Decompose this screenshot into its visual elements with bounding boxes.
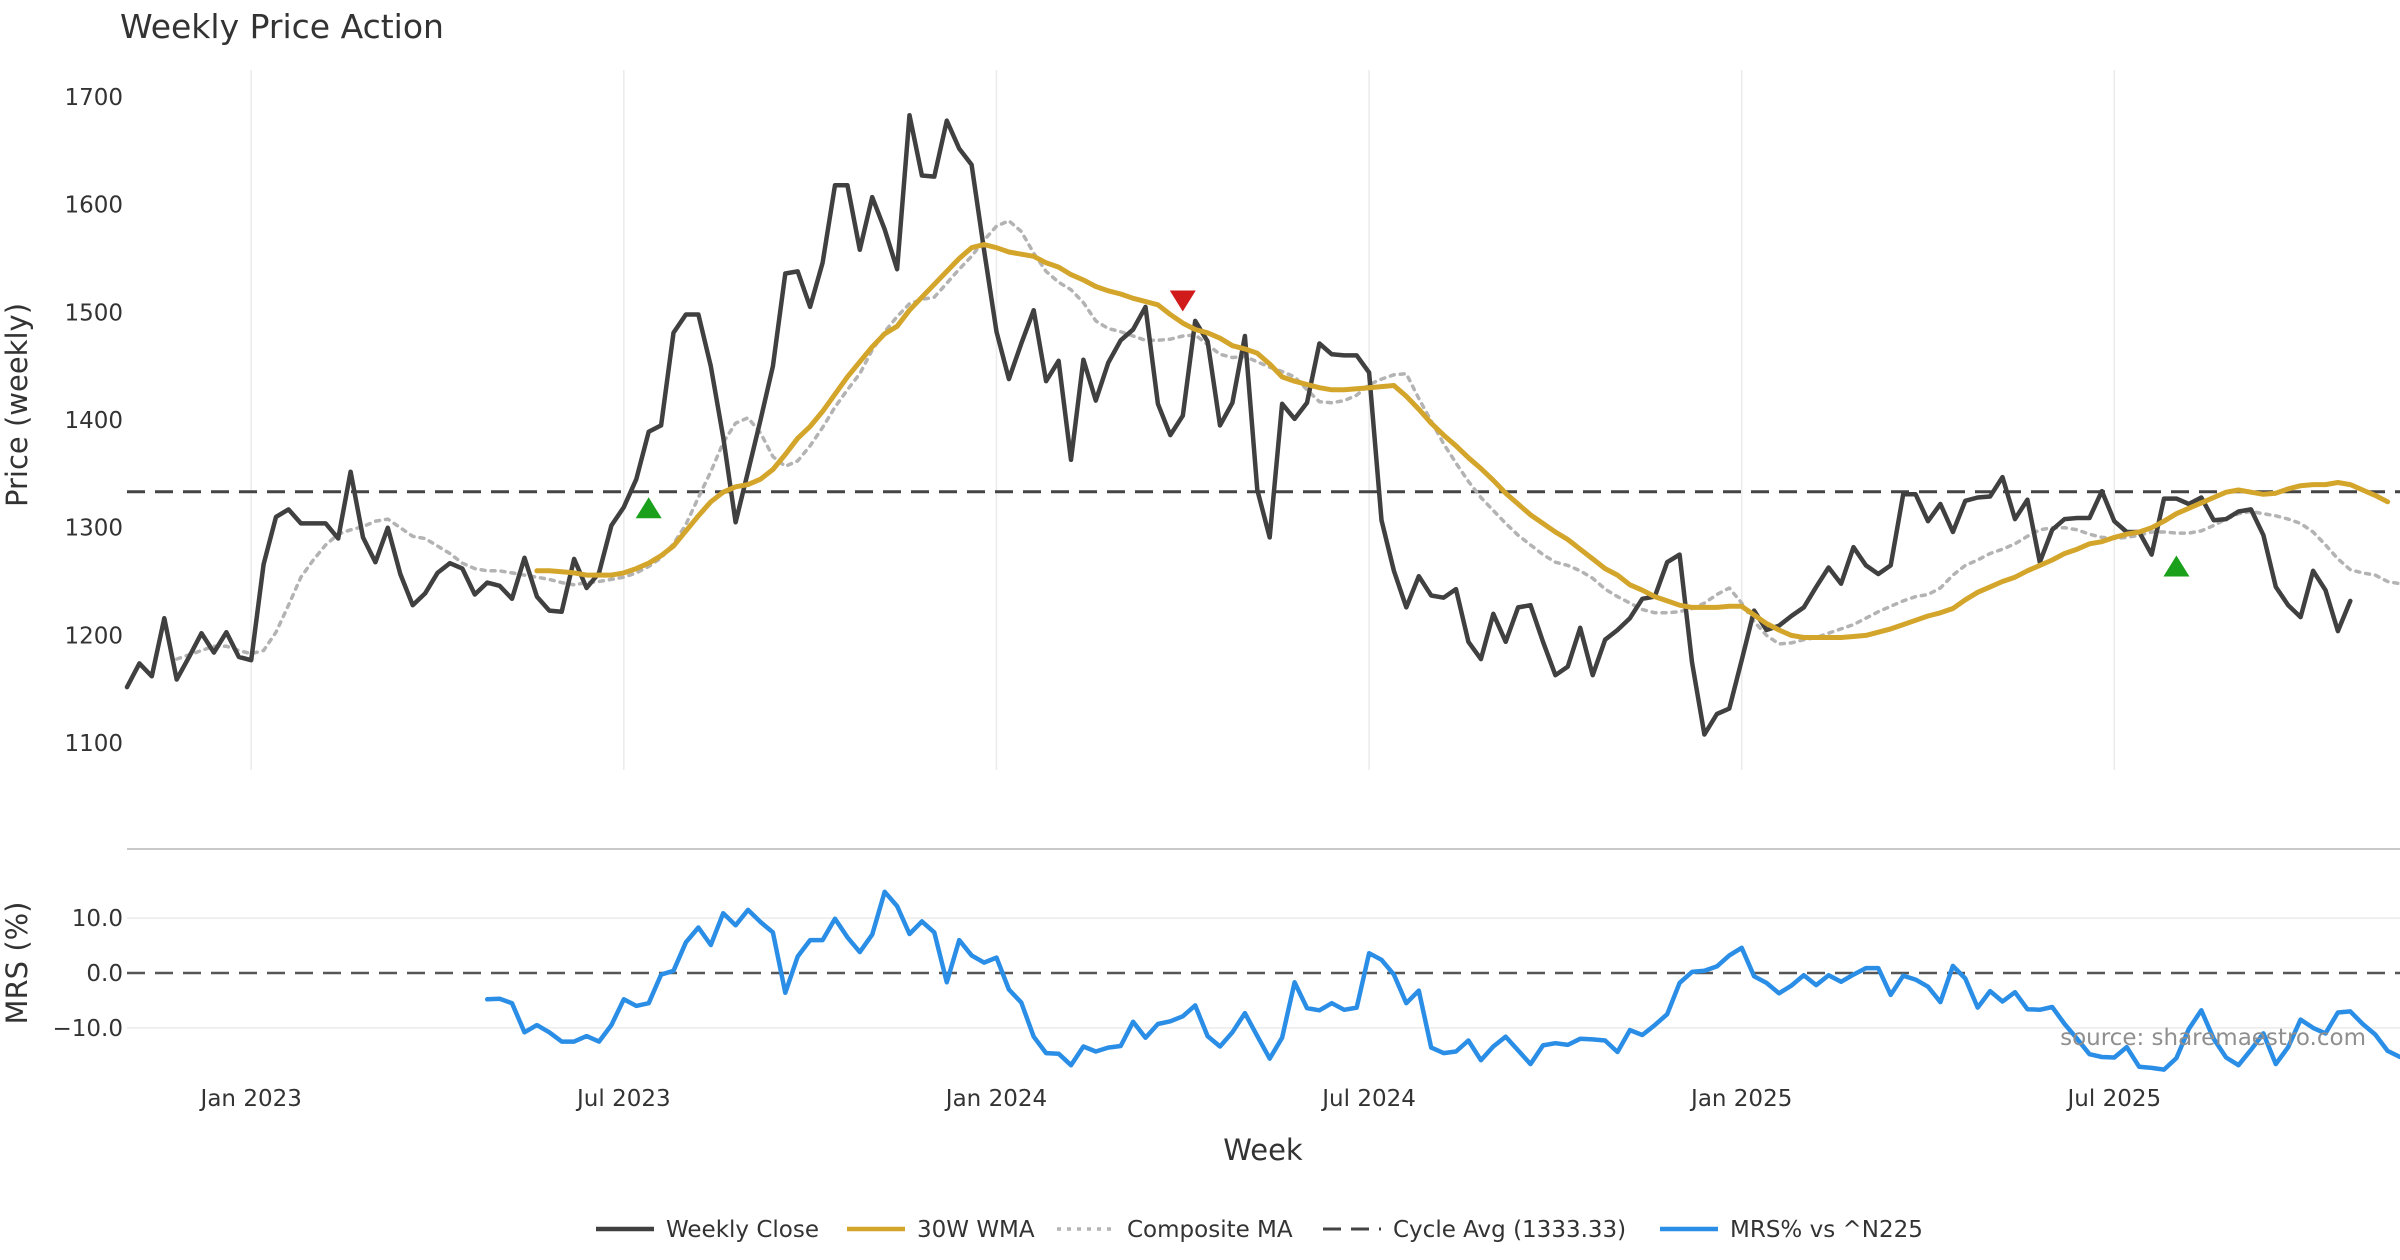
price-series: [124, 112, 2400, 737]
mrs-grid: [127, 917, 2400, 1029]
price-y-tick-label: 1200: [64, 623, 123, 649]
weekly-close-line: [124, 112, 2353, 737]
x-tick-label: Jul 2024: [1320, 1086, 1416, 1112]
price-y-axis-label: Price (weekly): [0, 303, 34, 507]
x-tick-label: Jan 2025: [1689, 1086, 1792, 1112]
legend-label: 30W WMA: [917, 1217, 1035, 1243]
x-tick-label: Jan 2023: [199, 1086, 302, 1112]
legend: Weekly Close 30W WMA Composite MA Cycle Avg…: [596, 1217, 1923, 1243]
price-y-tick-label: 1500: [64, 300, 123, 326]
price-y-tick-label: 1600: [64, 193, 123, 219]
wma-30w-line: [534, 242, 2391, 640]
mrs-y-tick-label: 0.0: [86, 961, 123, 987]
mrs-y-tick-label: 10.0: [72, 906, 123, 932]
mrs-y-ticks: −10.0 0.0 10.0: [53, 906, 123, 1042]
composite-ma-line: [174, 219, 2400, 661]
mrs-y-tick-label: −10.0: [53, 1016, 123, 1042]
mrs-y-axis-label: MRS (%): [0, 902, 34, 1025]
sell-signal-marker: [1169, 290, 1196, 312]
mrs-line: [484, 889, 2400, 1072]
legend-label: Cycle Avg (1333.33): [1393, 1217, 1626, 1243]
price-y-tick-label: 1300: [64, 516, 123, 542]
x-tick-label: Jul 2025: [2066, 1086, 2162, 1112]
mrs-series: [484, 889, 2400, 1072]
x-axis-ticks: Jan 2023 Jul 2023 Jan 2024 Jul 2024 Jan 2025…: [199, 1086, 2162, 1112]
price-panel: 1100 1200 1300 1400 1500 1600 1700 Price (week…: [0, 70, 2400, 770]
price-y-tick-label: 1100: [64, 731, 123, 757]
buy-signal-marker: [2163, 555, 2190, 577]
source-note: source: sharemaestro.com: [2060, 1025, 2366, 1051]
x-axis-label: Week: [1223, 1133, 1303, 1167]
buy-signal-marker: [635, 497, 662, 519]
x-tick-label: Jan 2024: [944, 1086, 1047, 1112]
chart-title: Weekly Price Action: [120, 7, 444, 46]
legend-label: MRS% vs ^N225: [1730, 1217, 1923, 1243]
legend-label: Weekly Close: [666, 1217, 819, 1243]
price-y-tick-label: 1400: [64, 408, 123, 434]
signal-markers: [635, 290, 2190, 577]
price-y-ticks: 1100 1200 1300 1400 1500 1600 1700: [64, 85, 123, 757]
x-tick-label: Jul 2023: [575, 1086, 671, 1112]
legend-label: Composite MA: [1127, 1217, 1293, 1243]
price-y-tick-label: 1700: [64, 85, 123, 111]
mrs-panel: −10.0 0.0 10.0 MRS (%) source: sharemaestr…: [0, 889, 2400, 1072]
